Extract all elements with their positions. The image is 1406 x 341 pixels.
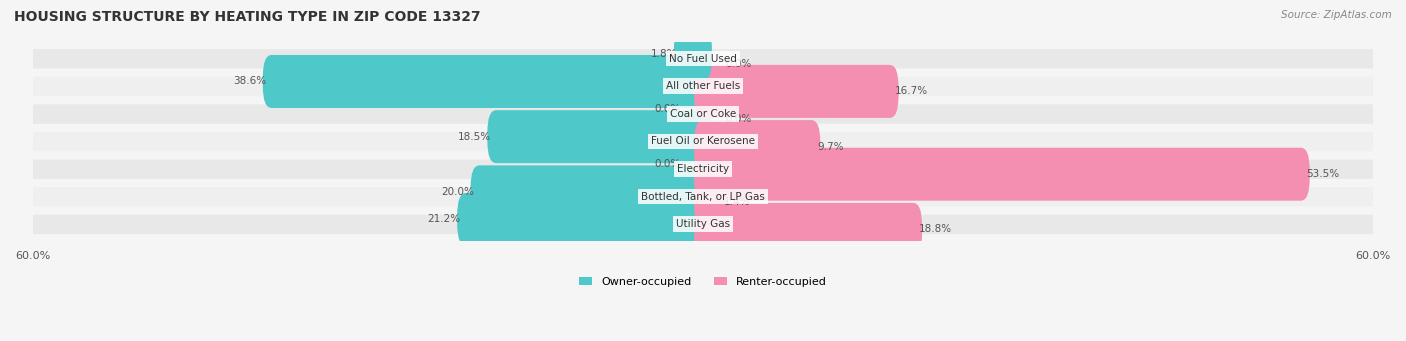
- Text: Fuel Oil or Kerosene: Fuel Oil or Kerosene: [651, 136, 755, 146]
- FancyBboxPatch shape: [32, 77, 1374, 96]
- Legend: Owner-occupied, Renter-occupied: Owner-occupied, Renter-occupied: [575, 272, 831, 291]
- FancyBboxPatch shape: [457, 193, 711, 246]
- FancyBboxPatch shape: [32, 187, 1374, 207]
- Text: Utility Gas: Utility Gas: [676, 219, 730, 229]
- FancyBboxPatch shape: [695, 148, 1310, 201]
- Text: No Fuel Used: No Fuel Used: [669, 54, 737, 63]
- FancyBboxPatch shape: [263, 55, 711, 108]
- Text: 0.0%: 0.0%: [654, 159, 681, 169]
- Text: 18.5%: 18.5%: [457, 132, 491, 142]
- Text: 0.0%: 0.0%: [725, 114, 752, 124]
- Text: 0.0%: 0.0%: [725, 59, 752, 69]
- FancyBboxPatch shape: [695, 65, 898, 118]
- FancyBboxPatch shape: [673, 27, 711, 80]
- Text: HOUSING STRUCTURE BY HEATING TYPE IN ZIP CODE 13327: HOUSING STRUCTURE BY HEATING TYPE IN ZIP…: [14, 10, 481, 24]
- FancyBboxPatch shape: [32, 215, 1374, 234]
- Text: 18.8%: 18.8%: [918, 224, 952, 234]
- Text: 9.7%: 9.7%: [817, 142, 844, 152]
- FancyBboxPatch shape: [695, 203, 922, 256]
- Text: 0.0%: 0.0%: [654, 104, 681, 114]
- Text: Bottled, Tank, or LP Gas: Bottled, Tank, or LP Gas: [641, 192, 765, 202]
- FancyBboxPatch shape: [32, 132, 1374, 151]
- Text: 20.0%: 20.0%: [441, 187, 474, 197]
- FancyBboxPatch shape: [32, 49, 1374, 69]
- Text: 38.6%: 38.6%: [233, 76, 266, 87]
- FancyBboxPatch shape: [695, 120, 820, 173]
- Text: 21.2%: 21.2%: [427, 214, 461, 224]
- FancyBboxPatch shape: [32, 104, 1374, 124]
- Text: 1.4%: 1.4%: [724, 197, 751, 207]
- FancyBboxPatch shape: [695, 175, 727, 228]
- Text: 53.5%: 53.5%: [1306, 169, 1340, 179]
- Text: Electricity: Electricity: [676, 164, 730, 174]
- Text: Source: ZipAtlas.com: Source: ZipAtlas.com: [1281, 10, 1392, 20]
- FancyBboxPatch shape: [32, 160, 1374, 179]
- FancyBboxPatch shape: [488, 110, 711, 163]
- Text: 1.8%: 1.8%: [651, 49, 678, 59]
- Text: All other Fuels: All other Fuels: [666, 81, 740, 91]
- Text: 16.7%: 16.7%: [896, 86, 928, 97]
- Text: Coal or Coke: Coal or Coke: [669, 109, 737, 119]
- FancyBboxPatch shape: [471, 165, 711, 218]
